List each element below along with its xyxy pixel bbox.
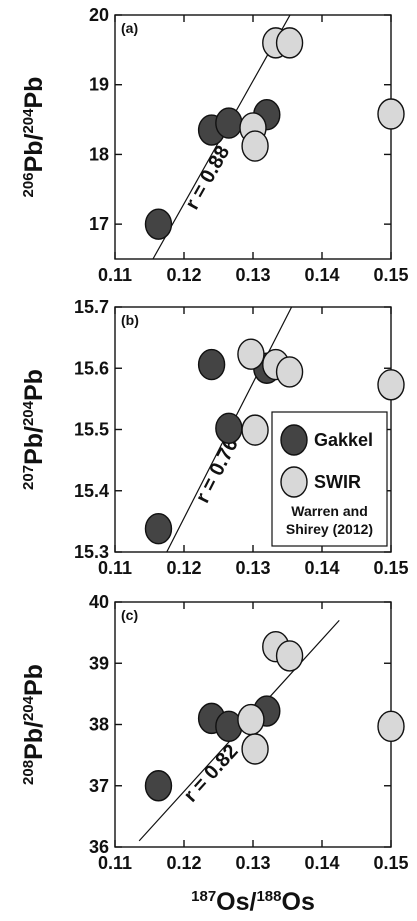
x-axis-label: 187Os/188Os <box>191 888 315 916</box>
x-tick-label: 0.13 <box>235 265 270 285</box>
y-tick-label: 19 <box>89 75 109 95</box>
y-axis-label-sup: 204 <box>20 400 37 426</box>
legend-reference: Shirey (2012) <box>286 521 373 537</box>
x-tick-label: 0.13 <box>235 558 270 578</box>
y-tick-label: 18 <box>89 144 109 164</box>
y-tick-label: 15.6 <box>74 358 109 378</box>
panel-label: (b) <box>121 312 139 328</box>
data-point-swir <box>241 733 269 765</box>
y-axis-label-base: Pb <box>20 369 48 401</box>
x-tick-label: 0.11 <box>98 265 132 285</box>
correlation-label: r = 0.88 <box>181 142 234 213</box>
x-axis-label-text: 187Os/188Os <box>191 888 315 916</box>
data-point-swir <box>377 98 405 130</box>
y-axis-label-sup: 208 <box>20 760 37 785</box>
y-axis-label-sup: 207 <box>20 465 37 490</box>
data-point-swir <box>241 414 269 446</box>
panel-label: (a) <box>121 20 138 36</box>
y-tick-label: 39 <box>89 653 109 673</box>
legend-label-gakkel: Gakkel <box>314 430 373 450</box>
y-axis-label-sup: 206 <box>20 172 37 197</box>
y-tick-label: 15.3 <box>74 542 109 562</box>
data-point-gakkel <box>144 770 173 802</box>
data-point-swir <box>241 130 269 162</box>
y-axis-label-sup: 204 <box>20 108 37 134</box>
y-tick-label: 15.4 <box>74 481 109 501</box>
x-tick-label: 0.15 <box>373 558 408 578</box>
x-axis-label-base: Os <box>282 888 315 916</box>
correlation-label: r = 0.82 <box>180 740 243 806</box>
y-axis-label-base: Pb <box>20 664 48 696</box>
x-axis-label-sup: 188 <box>256 888 281 905</box>
x-tick-label: 0.12 <box>166 853 201 873</box>
x-tick-label: 0.12 <box>166 558 201 578</box>
data-point-swir <box>237 338 265 370</box>
y-tick-label: 36 <box>89 837 109 857</box>
x-tick-label: 0.14 <box>304 853 339 873</box>
y-tick-label: 37 <box>89 776 109 796</box>
panel-c: 0.11 0.12 0.13 0.14 0.15 36 37 38 39 40 (c) 208Pb/2… <box>20 592 409 873</box>
data-point-swir <box>275 27 304 59</box>
x-tick-label: 0.11 <box>98 558 132 578</box>
y-tick-label: 17 <box>89 214 109 234</box>
x-tick-label: 0.15 <box>373 853 408 873</box>
data-point-swir <box>377 369 405 401</box>
x-tick-label: 0.15 <box>373 265 408 285</box>
data-point-swir <box>275 356 304 388</box>
y-tick-label: 38 <box>89 715 109 735</box>
x-tick-label: 0.12 <box>166 265 201 285</box>
x-axis-label-sup: 187 <box>191 888 216 905</box>
x-tick-label: 0.14 <box>304 558 339 578</box>
y-axis-label-sup: 204 <box>20 695 37 721</box>
panel-b: 0.11 0.12 0.13 0.14 0.15 15.3 15.4 15.5 15.6 15.7… <box>20 297 409 578</box>
data-point-gakkel <box>144 208 173 240</box>
legend-marker-swir <box>280 466 308 498</box>
data-point-gakkel <box>144 513 173 545</box>
panel-a: 0.11 0.12 0.13 0.14 0.15 17 18 19 20 (a) 206Pb/204… <box>20 5 409 285</box>
y-axis-label: 208Pb/204Pb <box>20 664 48 785</box>
y-axis-label-base: Pb/ <box>20 721 48 760</box>
data-point-gakkel <box>215 107 243 139</box>
data-point-swir <box>275 640 304 672</box>
panel-label: (c) <box>121 607 138 623</box>
data-point-gakkel <box>215 412 243 444</box>
x-tick-label: 0.14 <box>304 265 339 285</box>
y-axis-label: 206Pb/204Pb <box>20 77 48 198</box>
legend-marker-gakkel <box>280 424 308 456</box>
x-axis-label-base: Os/ <box>216 888 256 916</box>
correlation-label: r = 0.76 <box>192 435 243 507</box>
data-point-swir <box>377 710 405 743</box>
data-point-gakkel <box>197 348 226 381</box>
x-tick-label: 0.11 <box>98 853 132 873</box>
y-tick-label: 15.5 <box>74 420 109 440</box>
legend-reference: Warren and <box>291 503 368 519</box>
legend-label-swir: SWIR <box>314 472 361 492</box>
y-axis-label: 207Pb/204Pb <box>20 369 48 490</box>
y-tick-label: 20 <box>89 5 109 25</box>
y-axis-label-base: Pb <box>20 77 48 109</box>
y-tick-label: 40 <box>89 592 109 612</box>
data-point-swir <box>237 703 265 736</box>
y-axis-label-base: Pb/ <box>20 426 48 465</box>
x-tick-label: 0.13 <box>235 853 270 873</box>
y-axis-label-base: Pb/ <box>20 133 48 172</box>
y-tick-label: 15.7 <box>74 297 109 317</box>
